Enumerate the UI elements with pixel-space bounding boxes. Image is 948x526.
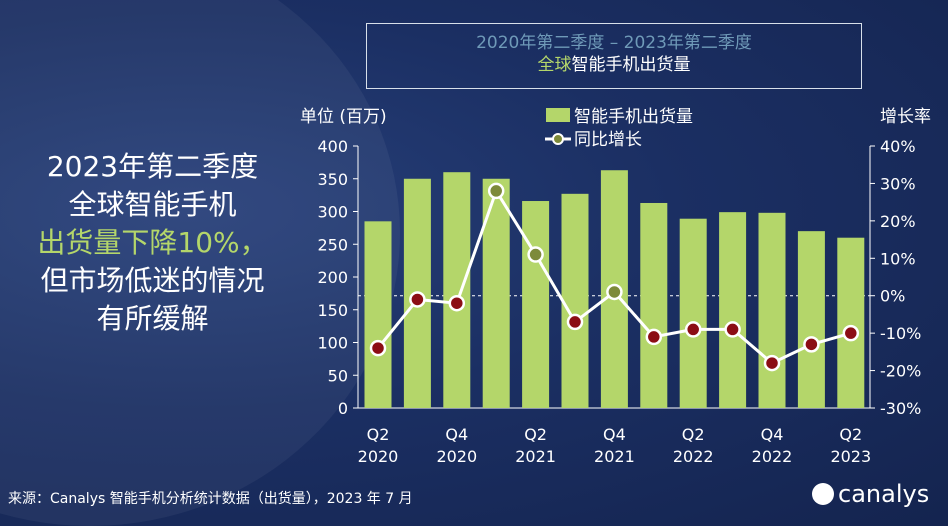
- left-tick-label: 150: [317, 301, 348, 320]
- growth-point-Q2-2020: [369, 339, 387, 357]
- x-tick-label-year: 2020: [436, 447, 477, 466]
- headline-line: 全球智能手机: [68, 188, 237, 221]
- source-note: 来源：Canalys 智能手机分析统计数据（出货量），2023 年 7 月: [8, 491, 413, 507]
- x-tick-label-quarter: Q4: [761, 425, 784, 444]
- x-tick-label-year: 2020: [358, 447, 399, 466]
- bar-Q2-2021: [522, 201, 550, 408]
- bar-Q1-2021: [482, 178, 510, 408]
- chart-title-rest: 智能手机出货量: [571, 55, 691, 75]
- headline-line: 出货量下降10%，: [37, 226, 268, 259]
- logo-icon: [812, 483, 834, 505]
- bar-Q3-2021: [561, 193, 589, 408]
- x-tick-label-year: 2022: [752, 447, 793, 466]
- left-tick-label: 200: [317, 268, 348, 287]
- bar-Q2-2020: [364, 221, 392, 408]
- growth-point-Q4-2021: [606, 283, 623, 301]
- growth-point-Q2-2023: [842, 324, 860, 342]
- x-tick-label-year: 2021: [515, 447, 556, 466]
- left-tick-label: 400: [317, 137, 348, 156]
- legend-line-label: 同比增长: [574, 130, 642, 150]
- x-tick-label-quarter: Q4: [603, 425, 626, 444]
- left-tick-label: 50: [328, 366, 348, 385]
- left-axis-title: 单位 (百万): [300, 107, 387, 127]
- growth-point-Q4-2020: [448, 294, 466, 312]
- headline: 2023年第二季度 全球智能手机 出货量下降10%， 但市场低迷的情况 有所缓解: [20, 148, 285, 338]
- left-tick-label: 300: [317, 203, 348, 222]
- bar-Q4-2022: [758, 212, 786, 408]
- right-tick-label: 40%: [880, 137, 916, 156]
- left-tick-label: 100: [317, 334, 348, 353]
- growth-point-Q3-2021: [566, 313, 584, 331]
- growth-point-Q1-2021: [487, 182, 505, 200]
- right-tick-label: -30%: [880, 399, 921, 418]
- legend-bar-swatch: [546, 108, 570, 122]
- bar-Q3-2022: [719, 212, 747, 408]
- x-tick-label-year: 2023: [830, 447, 871, 466]
- bar-Q1-2023: [797, 231, 825, 408]
- right-tick-label: 20%: [880, 212, 916, 231]
- left-tick-label: 250: [317, 235, 348, 254]
- right-tick-label: 30%: [880, 174, 916, 193]
- legend-point-swatch: [552, 133, 564, 145]
- right-tick-label: -10%: [880, 324, 921, 343]
- growth-point-Q2-2021: [527, 246, 544, 263]
- headline-line: 2023年第二季度: [46, 150, 259, 183]
- canalys-logo: canalys: [812, 480, 929, 508]
- headline-line: 但市场低迷的情况: [40, 264, 265, 297]
- chart-title-green: 全球: [537, 55, 572, 75]
- x-tick-label-quarter: Q2: [367, 425, 390, 444]
- chart-title-period: 2020年第二季度 – 2023年第二季度: [476, 33, 752, 53]
- x-tick-label-quarter: Q2: [839, 425, 862, 444]
- growth-point-Q3-2020: [409, 291, 426, 308]
- x-tick-label-quarter: Q2: [682, 425, 705, 444]
- logo-text: canalys: [838, 480, 930, 508]
- x-tick-label-quarter: Q4: [445, 425, 468, 444]
- bar-Q2-2023: [837, 237, 865, 408]
- growth-point-Q3-2022: [724, 321, 741, 338]
- bar-Q4-2020: [443, 172, 471, 408]
- chart-title-main: 全球智能手机出货量: [367, 54, 861, 76]
- right-tick-label: 0%: [880, 287, 905, 306]
- headline-line: 有所缓解: [96, 302, 209, 335]
- growth-point-Q1-2023: [803, 336, 820, 353]
- x-tick-label-year: 2021: [594, 447, 635, 466]
- left-tick-label: 350: [317, 170, 348, 189]
- bar-Q2-2022: [679, 218, 707, 408]
- bar-Q1-2022: [640, 202, 668, 408]
- left-tick-label: 0: [338, 399, 348, 418]
- x-tick-label-quarter: Q2: [524, 425, 547, 444]
- right-tick-label: 10%: [880, 249, 916, 268]
- growth-point-Q2-2022: [684, 321, 702, 338]
- growth-point-Q4-2022: [763, 354, 781, 372]
- right-tick-label: -20%: [880, 362, 921, 381]
- right-axis-title: 增长率: [880, 107, 931, 127]
- growth-point-Q1-2022: [645, 328, 663, 346]
- legend-bar-label: 智能手机出货量: [574, 107, 693, 127]
- chart-title-box: 2020年第二季度 – 2023年第二季度 全球智能手机出货量: [366, 23, 862, 89]
- x-tick-label-year: 2022: [673, 447, 714, 466]
